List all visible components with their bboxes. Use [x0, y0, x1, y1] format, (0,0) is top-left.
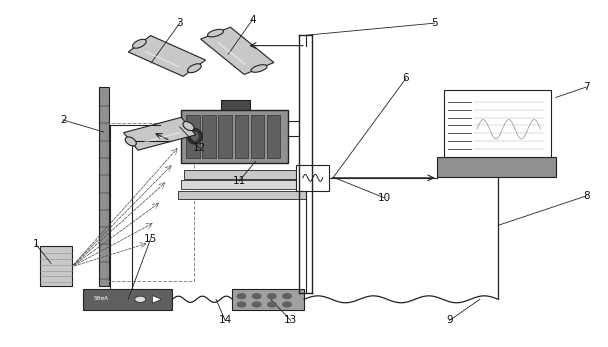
FancyBboxPatch shape	[443, 90, 551, 157]
Text: 15: 15	[144, 234, 157, 244]
Circle shape	[283, 302, 291, 307]
Ellipse shape	[133, 39, 147, 48]
FancyBboxPatch shape	[83, 289, 172, 310]
Circle shape	[268, 302, 276, 307]
Circle shape	[252, 294, 261, 299]
FancyBboxPatch shape	[181, 110, 288, 163]
Text: 1: 1	[33, 239, 39, 249]
Circle shape	[283, 294, 291, 299]
Polygon shape	[128, 36, 206, 76]
FancyBboxPatch shape	[296, 165, 330, 191]
FancyBboxPatch shape	[218, 115, 232, 158]
Text: 50mA: 50mA	[94, 296, 108, 302]
Text: 10: 10	[378, 193, 390, 203]
FancyBboxPatch shape	[184, 170, 300, 179]
Polygon shape	[153, 296, 162, 303]
FancyBboxPatch shape	[40, 246, 72, 286]
FancyBboxPatch shape	[99, 87, 109, 286]
Circle shape	[237, 294, 246, 299]
Text: 14: 14	[218, 315, 232, 325]
Circle shape	[268, 294, 276, 299]
Ellipse shape	[183, 121, 194, 130]
FancyBboxPatch shape	[186, 115, 200, 158]
Ellipse shape	[251, 65, 267, 72]
Ellipse shape	[191, 132, 199, 141]
Text: 12: 12	[192, 143, 206, 153]
FancyBboxPatch shape	[267, 115, 280, 158]
Text: 6: 6	[402, 74, 409, 84]
Polygon shape	[123, 117, 196, 150]
FancyBboxPatch shape	[235, 115, 248, 158]
FancyBboxPatch shape	[178, 191, 306, 200]
Text: 11: 11	[232, 176, 246, 186]
Text: 9: 9	[446, 315, 453, 325]
Text: 8: 8	[582, 191, 589, 201]
FancyBboxPatch shape	[232, 289, 304, 310]
Text: 5: 5	[431, 18, 438, 28]
Ellipse shape	[125, 137, 136, 146]
FancyBboxPatch shape	[181, 180, 303, 189]
Ellipse shape	[187, 64, 201, 73]
FancyBboxPatch shape	[202, 115, 216, 158]
Text: 3: 3	[176, 18, 183, 28]
Ellipse shape	[187, 129, 202, 144]
Text: 4: 4	[249, 15, 256, 25]
Text: 7: 7	[582, 82, 589, 92]
FancyBboxPatch shape	[250, 115, 264, 158]
Text: 13: 13	[284, 315, 297, 325]
Circle shape	[252, 302, 261, 307]
Polygon shape	[201, 27, 274, 75]
FancyBboxPatch shape	[437, 157, 556, 177]
Ellipse shape	[207, 29, 224, 37]
Circle shape	[135, 296, 146, 303]
Circle shape	[237, 302, 246, 307]
Text: 2: 2	[60, 115, 66, 125]
FancyBboxPatch shape	[221, 100, 250, 110]
